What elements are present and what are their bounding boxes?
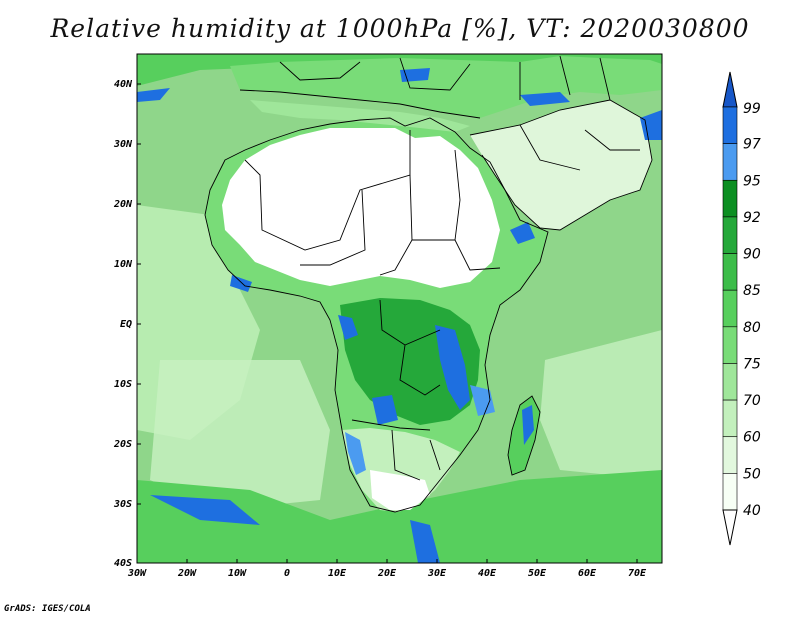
colorbar-segment [722, 289, 738, 328]
colorbar-label: 60 [743, 430, 761, 446]
wet-band-south [150, 495, 260, 525]
colorbar-label: 80 [743, 320, 761, 336]
map-frame [136, 53, 663, 564]
wet-patch-madagascar [522, 405, 534, 445]
longitude-axis: 30W 20W 10W 0 10E 20E 30E 40E 50E 60E 70E [127, 559, 647, 579]
colorbar-segment [722, 179, 738, 218]
colorbar-segment [722, 106, 738, 144]
wet-patch-west-africa-coast [230, 275, 252, 292]
colorbar-segment [722, 363, 738, 401]
map-area [136, 53, 663, 564]
colorbar-segment [722, 473, 738, 511]
colorbar-label: 95 [743, 173, 761, 189]
lat-tick-label: EQ [120, 319, 132, 330]
lat-tick-label: 40N [114, 79, 133, 90]
colorbar-label: 75 [743, 356, 761, 372]
lat-tick-label: 20S [113, 439, 132, 450]
lon-tick-label: 10W [228, 568, 247, 579]
dry-ocean-south-atlantic [150, 360, 330, 510]
europe-landmass [230, 56, 662, 118]
colorbar-label: 70 [743, 393, 761, 409]
lon-tick-label: 10E [328, 568, 347, 579]
wet-patch-red-sea [510, 222, 535, 244]
wet-patch-atlantic-north [137, 88, 170, 102]
colorbar-segment [722, 253, 738, 291]
colorbar-segment [722, 326, 738, 364]
lon-tick-label: 30W [127, 568, 147, 579]
lat-tick-label: 30S [113, 499, 132, 510]
wet-patch-east-med [520, 92, 570, 106]
country-borders [204, 55, 653, 513]
colorbar-label: 90 [743, 247, 761, 263]
lat-tick-label: 30N [113, 139, 133, 150]
lat-tick-label: 10N [114, 259, 133, 270]
colorbar-label: 99 [743, 101, 761, 117]
page-title: Relative humidity at 1000hPa [%], VT: 20… [50, 14, 750, 43]
wet-patch-europe [400, 68, 430, 82]
colorbar-segment [722, 436, 738, 474]
colorbar-label: 40 [743, 503, 761, 519]
lon-tick-label: 50E [528, 568, 547, 579]
lat-tick-label: 20N [113, 199, 133, 210]
lon-tick-label: 70E [628, 568, 647, 579]
colorbar: 99 97 95 92 90 85 80 75 70 60 50 40 [722, 71, 761, 546]
colorbar-under-arrow [722, 509, 738, 546]
colorbar-label: 85 [743, 283, 761, 299]
lon-tick-label: 60E [578, 568, 597, 579]
lon-tick-label: 20E [377, 568, 397, 579]
dry-ocean-indian [540, 330, 662, 480]
lon-tick-label: 40E [478, 568, 497, 579]
lon-tick-label: 20W [177, 568, 197, 579]
credit-text: GrADS: IGES/COLA [4, 604, 91, 614]
lon-tick-label: 0 [284, 568, 290, 579]
wet-patch-lakes [435, 325, 470, 410]
wet-patch-south-coast [410, 520, 440, 563]
wet-patch-persia [640, 110, 662, 140]
lat-tick-label: 40S [114, 558, 132, 569]
kalahari-dry-region [370, 470, 430, 510]
colorbar-segment [722, 216, 738, 254]
latitude-axis: 40N 30N 20N 10N EQ 10S 20S 30S 40S [113, 79, 141, 569]
wet-patch-congo [338, 315, 358, 340]
colorbar-over-arrow [722, 71, 738, 108]
moist-band-south [137, 470, 662, 563]
wet-patch-namibia [345, 432, 366, 475]
colorbar-label: 97 [743, 137, 761, 153]
wet-patch-angola [372, 395, 398, 425]
mediterranean-sea [250, 100, 470, 132]
lat-tick-label: 10S [114, 379, 132, 390]
lon-tick-label: 30E [427, 568, 447, 579]
colorbar-label: 50 [743, 466, 761, 482]
colorbar-segment [722, 399, 738, 438]
colorbar-segment [722, 143, 738, 181]
colorbar-label: 92 [743, 210, 761, 226]
sahara-dry-region [222, 128, 500, 288]
